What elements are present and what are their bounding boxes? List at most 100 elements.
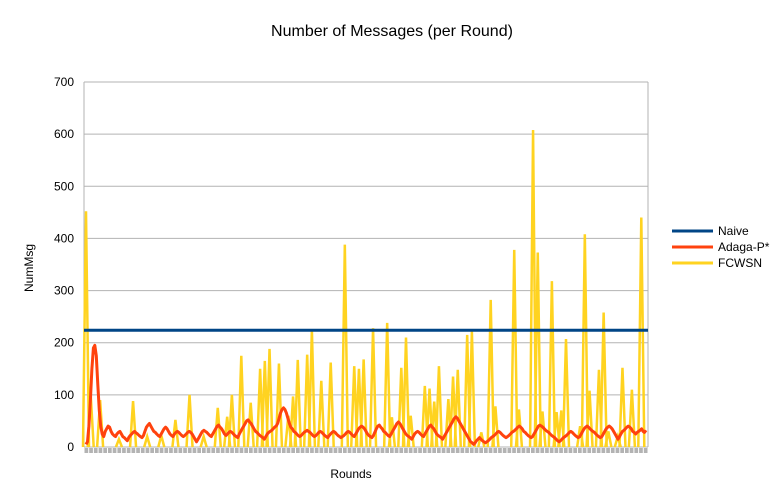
x-tick (249, 448, 253, 453)
fcwsn-spike (326, 362, 335, 448)
x-tick (592, 448, 596, 453)
x-tick (371, 448, 375, 453)
x-tick (375, 448, 380, 453)
y-tick-label: 200 (54, 336, 74, 350)
series-adaga-p-line (84, 343, 648, 446)
fcwsn-spike (604, 431, 613, 448)
legend-label: Adaga-P* (718, 240, 770, 254)
series-fcwsn (81, 129, 646, 448)
x-tick (305, 448, 310, 453)
x-tick (314, 448, 319, 453)
fcwsn-spike (142, 432, 152, 448)
x-tick (93, 448, 98, 453)
fcwsn-spike (547, 281, 557, 448)
y-tick-label: 700 (54, 75, 74, 89)
x-tick (155, 448, 159, 453)
x-tick (173, 448, 178, 453)
fcwsn-spike (265, 348, 274, 448)
x-tick (296, 448, 300, 453)
x-tick (404, 448, 408, 453)
x-tick (531, 448, 535, 453)
x-tick (460, 448, 465, 453)
fcwsn-spike (368, 328, 378, 448)
x-tick (366, 448, 371, 453)
x-tick (596, 448, 601, 453)
x-tick (183, 448, 187, 453)
x-tick (117, 448, 122, 453)
x-tick (559, 448, 563, 453)
x-tick (216, 448, 220, 453)
fcwsn-spike (538, 411, 547, 448)
x-tick (446, 448, 451, 453)
x-tick (437, 448, 441, 453)
y-tick-label: 500 (54, 179, 74, 193)
x-tick (258, 448, 263, 453)
fcwsn-spike (246, 402, 255, 448)
x-tick (352, 448, 357, 453)
x-tick (554, 448, 559, 453)
y-tick-label: 0 (67, 440, 74, 454)
x-tick (239, 448, 244, 453)
x-tick (300, 448, 305, 453)
x-tick (578, 448, 582, 453)
fcwsn-spike (293, 359, 303, 448)
x-tick (493, 448, 498, 453)
x-tick (197, 448, 201, 453)
x-tick (310, 448, 314, 453)
fcwsn-spike (114, 435, 124, 448)
x-tick (291, 448, 295, 453)
fcwsn-spike (528, 129, 538, 448)
x-tick (610, 448, 615, 453)
fcwsn-spike (533, 252, 543, 448)
x-tick (89, 448, 93, 453)
fcwsn-spike (580, 234, 590, 448)
x-tick (394, 448, 399, 453)
fcwsn-spike (637, 217, 646, 448)
x-tick (625, 448, 629, 453)
x-tick (639, 448, 643, 453)
x-tick (469, 448, 474, 453)
x-tick (465, 448, 469, 453)
x-tick (126, 448, 131, 453)
x-tick (263, 448, 267, 453)
x-tick (272, 448, 277, 453)
x-tick (98, 448, 103, 453)
x-tick (136, 448, 140, 453)
x-tick (399, 448, 404, 453)
x-tick (357, 448, 361, 453)
x-tick (498, 448, 502, 453)
x-tick (84, 448, 89, 453)
x-tick (545, 448, 549, 453)
y-tick-label: 600 (54, 127, 74, 141)
fcwsn-spike (227, 394, 237, 448)
fcwsn-spike (514, 409, 524, 448)
x-tick (408, 448, 413, 453)
x-tick (634, 448, 639, 453)
x-tick (474, 448, 479, 453)
fcwsn-spike (317, 380, 326, 448)
x-tick (343, 448, 347, 453)
fcwsn-spike (213, 407, 223, 448)
x-tick (328, 448, 333, 453)
x-tick (601, 448, 606, 453)
x-tick (643, 448, 648, 453)
y-axis-ticks: 0 100 200 300 400 500 600 700 (54, 75, 74, 454)
fcwsn-spike (274, 363, 284, 448)
x-tick (103, 448, 107, 453)
x-tick (145, 448, 150, 453)
x-tick (573, 448, 577, 453)
x-tick (587, 448, 592, 453)
x-tick (563, 448, 568, 453)
x-tick (422, 448, 427, 453)
x-tick (206, 448, 211, 453)
x-tick (488, 448, 493, 453)
x-tick (225, 448, 230, 453)
x-tick (164, 448, 169, 453)
x-tick (131, 448, 136, 453)
x-tick (455, 448, 460, 453)
x-tick (418, 448, 422, 453)
fcwsn-spike (401, 337, 411, 448)
x-axis-label: Rounds (330, 467, 371, 481)
x-tick (620, 448, 624, 453)
